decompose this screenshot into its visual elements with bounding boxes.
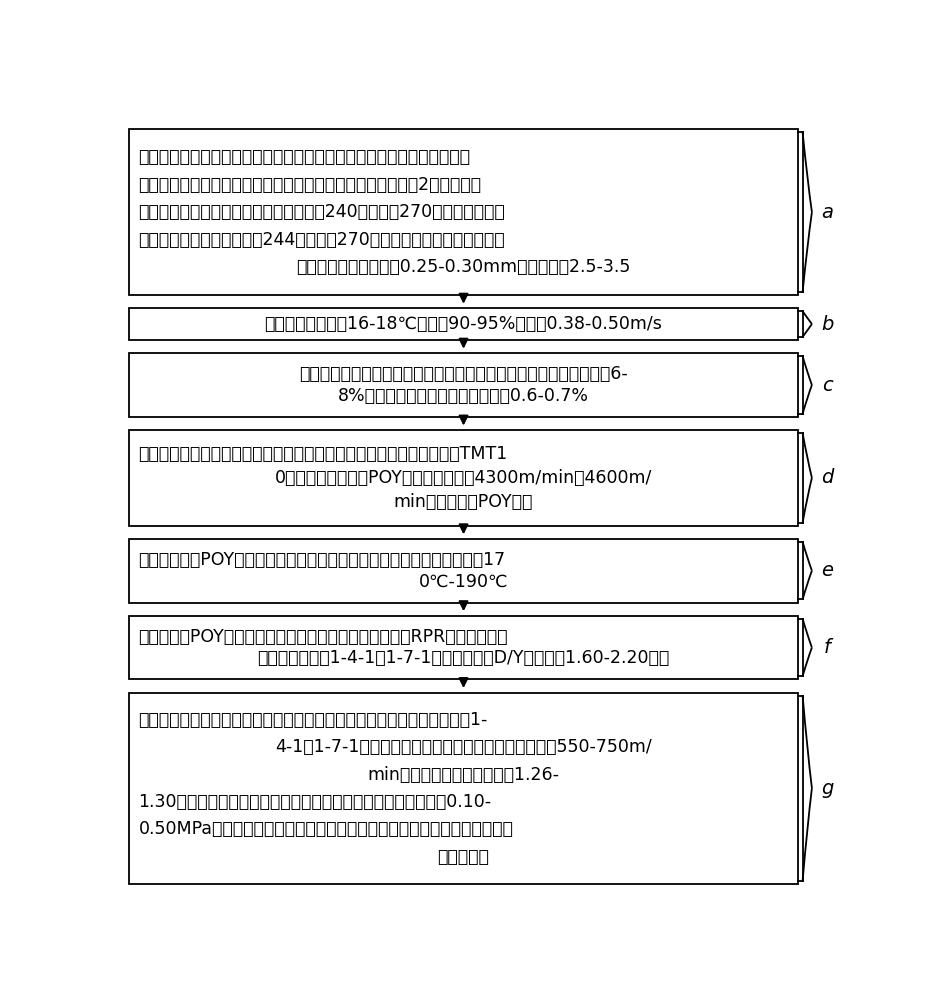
Text: a: a bbox=[822, 203, 834, 222]
Text: 4-1至1-7-1，纤维进入牵伸罗拉，所述牵伸罗拉转速为550-750m/: 4-1至1-7-1，纤维进入牵伸罗拉，所述牵伸罗拉转速为550-750m/ bbox=[275, 738, 652, 756]
Text: 牵伸及网络：利用宏源的空包一体机来生产空包纱，采用的磨擦锭组合为1-: 牵伸及网络：利用宏源的空包一体机来生产空包纱，采用的磨擦锭组合为1- bbox=[138, 711, 488, 729]
Text: e: e bbox=[822, 561, 834, 580]
Bar bbox=[129, 616, 798, 679]
Text: 上油、集束：经侧吹风冷却的纤维经油雾喷嘴上油集束，所用油剂为6-: 上油、集束：经侧吹风冷却的纤维经油雾喷嘴上油集束，所用油剂为6- bbox=[299, 365, 628, 383]
Text: 熔融高速纺丝：采用日本原装进口的精密重量式喂入机填加功能性负离子: 熔融高速纺丝：采用日本原装进口的精密重量式喂入机填加功能性负离子 bbox=[138, 148, 470, 166]
Text: 1.30之间；经过牵伸之后，进入网络喷嘴，调整压缩空气压力在0.10-: 1.30之间；经过牵伸之后，进入网络喷嘴，调整压缩空气压力在0.10- bbox=[138, 793, 492, 811]
Text: 母粒及锦纶切片于挤出机中，并使用德国巴玛格的挤出机来使2种切片可以: 母粒及锦纶切片于挤出机中，并使用德国巴玛格的挤出机来使2种切片可以 bbox=[138, 176, 481, 194]
Text: 卷绕：上油丝束经预网络器、导丝盘、主网络器，开始卷绕纺丝，采用TMT1: 卷绕：上油丝束经预网络器、导丝盘、主网络器，开始卷绕纺丝，采用TMT1 bbox=[138, 445, 508, 463]
Text: 喷丝孔为圆形，直径为0.25-0.30mm、长径比为2.5-3.5: 喷丝孔为圆形，直径为0.25-0.30mm、长径比为2.5-3.5 bbox=[296, 258, 631, 276]
Text: 8%的锦纶油剂纯水乳液，上油率为0.6-0.7%: 8%的锦纶油剂纯水乳液，上油率为0.6-0.7% bbox=[338, 387, 589, 405]
Text: b: b bbox=[822, 315, 834, 334]
Bar bbox=[129, 430, 798, 526]
Bar bbox=[129, 308, 798, 340]
Text: min，进行牵伸，牵伸倍数在1.26-: min，进行牵伸，牵伸倍数在1.26- bbox=[368, 766, 559, 784]
Text: d: d bbox=[822, 468, 834, 487]
Text: 0锭的卷取机来生产POY，生产的速度在4300m/min至4600m/: 0锭的卷取机来生产POY，生产的速度在4300m/min至4600m/ bbox=[274, 469, 652, 487]
Text: 充分的熔融均匀，挤出机各段温度设定在240摄氏度至270摄氏度之间，箱: 充分的熔融均匀，挤出机各段温度设定在240摄氏度至270摄氏度之间，箱 bbox=[138, 203, 505, 221]
Text: c: c bbox=[822, 376, 833, 395]
Text: g: g bbox=[822, 779, 834, 798]
Bar bbox=[129, 539, 798, 603]
Text: 空气包覆丝: 空气包覆丝 bbox=[438, 848, 490, 866]
Bar bbox=[129, 353, 798, 417]
Text: f: f bbox=[824, 638, 831, 657]
Text: 冷却假捻：POY长丝加热后经冷却板冷却进行假捻，使用RPR的磨擦锭组式: 冷却假捻：POY长丝加热后经冷却板冷却进行假捻，使用RPR的磨擦锭组式 bbox=[138, 628, 508, 646]
Text: 体保温的加热炉温度设定在244摄氏度至270摄氏度之间，采用喷丝组件的: 体保温的加热炉温度设定在244摄氏度至270摄氏度之间，采用喷丝组件的 bbox=[138, 231, 505, 249]
Bar bbox=[129, 693, 798, 884]
Text: 假捻机，且采用1-4-1至1-7-1的锭组组合，D/Y比设定在1.60-2.20之间: 假捻机，且采用1-4-1至1-7-1的锭组组合，D/Y比设定在1.60-2.20… bbox=[258, 649, 669, 667]
Text: 0.50MPa之间进行网络，然后上油，卷绕，即得锦纶功能性空气清净负离子: 0.50MPa之间进行网络，然后上油，卷绕，即得锦纶功能性空气清净负离子 bbox=[138, 820, 513, 838]
Text: min之间，得到POY长丝: min之间，得到POY长丝 bbox=[394, 493, 533, 511]
Text: 侧吹风冷却：风温16-18℃、湿度90-95%、风速0.38-0.50m/s: 侧吹风冷却：风温16-18℃、湿度90-95%、风速0.38-0.50m/s bbox=[264, 315, 663, 333]
Bar bbox=[129, 129, 798, 295]
Text: 0℃-190℃: 0℃-190℃ bbox=[419, 572, 509, 590]
Text: 导丝加热：将POY长丝经导丝、喂丝罗拉、止捻器至加热箱，加热温度为17: 导丝加热：将POY长丝经导丝、喂丝罗拉、止捻器至加热箱，加热温度为17 bbox=[138, 551, 506, 569]
